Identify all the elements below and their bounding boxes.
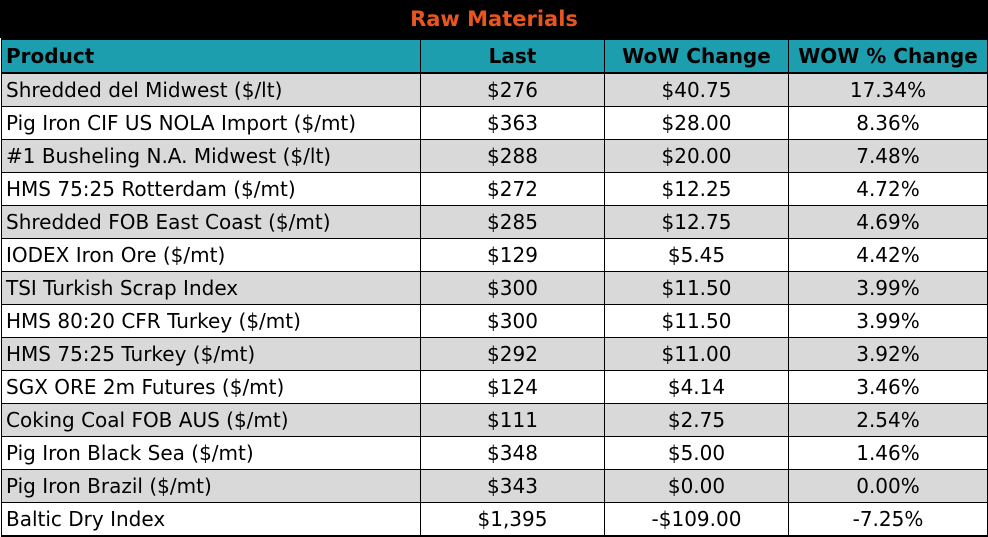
cell-product: IODEX Iron Ore ($/mt) — [1, 238, 421, 272]
cell-product: #1 Busheling N.A. Midwest ($/lt) — [1, 139, 421, 173]
cell-last: $124 — [420, 370, 605, 404]
column-header-product: Product — [1, 38, 421, 74]
cell-wow-change: $11.00 — [604, 337, 789, 371]
cell-product: HMS 75:25 Rotterdam ($/mt) — [1, 172, 421, 206]
cell-wow-percent-change: 1.46% — [788, 436, 988, 470]
cell-product: Pig Iron Brazil ($/mt) — [1, 469, 421, 503]
cell-wow-change: $11.50 — [604, 271, 789, 305]
header-row: Product Last WoW Change WOW % Change — [1, 38, 988, 74]
cell-product: Baltic Dry Index — [1, 502, 421, 537]
table-body: Shredded del Midwest ($/lt) $276 $40.75 17.… — [1, 72, 988, 537]
cell-wow-percent-change: 3.46% — [788, 370, 988, 404]
cell-last: $1,395 — [420, 502, 605, 537]
cell-product: Pig Iron Black Sea ($/mt) — [1, 436, 421, 470]
cell-wow-change: $11.50 — [604, 304, 789, 338]
cell-last: $343 — [420, 469, 605, 503]
cell-wow-change: $0.00 — [604, 469, 789, 503]
cell-wow-change: $28.00 — [604, 106, 789, 140]
cell-wow-change: $4.14 — [604, 370, 789, 404]
table-title: Raw Materials — [0, 0, 988, 38]
cell-last: $285 — [420, 205, 605, 239]
table-row: Shredded FOB East Coast ($/mt) $285 $12.75… — [1, 205, 988, 239]
cell-wow-change: $12.25 — [604, 172, 789, 206]
cell-wow-percent-change: 0.00% — [788, 469, 988, 503]
column-header-wow-percent-change: WOW % Change — [788, 38, 988, 74]
table-row: #1 Busheling N.A. Midwest ($/lt) $288 $20.… — [1, 139, 988, 173]
cell-wow-change: $5.45 — [604, 238, 789, 272]
cell-wow-percent-change: 17.34% — [788, 72, 988, 107]
table-row: Baltic Dry Index $1,395 -$109.00 -7.25% — [1, 502, 988, 537]
table-row: IODEX Iron Ore ($/mt) $129 $5.45 4.42% — [1, 238, 988, 272]
cell-wow-percent-change: 4.42% — [788, 238, 988, 272]
cell-last: $300 — [420, 304, 605, 338]
table-row: Pig Iron Brazil ($/mt) $343 $0.00 0.00% — [1, 469, 988, 503]
table-row: Shredded del Midwest ($/lt) $276 $40.75 17.… — [1, 72, 988, 107]
cell-last: $129 — [420, 238, 605, 272]
cell-product: Shredded del Midwest ($/lt) — [1, 72, 421, 107]
table-row: SGX ORE 2m Futures ($/mt) $124 $4.14 3.46% — [1, 370, 988, 404]
cell-wow-percent-change: 2.54% — [788, 403, 988, 437]
cell-wow-percent-change: 7.48% — [788, 139, 988, 173]
cell-product: TSI Turkish Scrap Index — [1, 271, 421, 305]
table-row: Pig Iron Black Sea ($/mt) $348 $5.00 1.46% — [1, 436, 988, 470]
cell-wow-percent-change: 4.72% — [788, 172, 988, 206]
cell-wow-percent-change: 4.69% — [788, 205, 988, 239]
cell-product: HMS 75:25 Turkey ($/mt) — [1, 337, 421, 371]
cell-product: Shredded FOB East Coast ($/mt) — [1, 205, 421, 239]
cell-last: $363 — [420, 106, 605, 140]
cell-wow-change: $5.00 — [604, 436, 789, 470]
cell-wow-percent-change: 8.36% — [788, 106, 988, 140]
table-row: Pig Iron CIF US NOLA Import ($/mt) $363 $2… — [1, 106, 988, 140]
cell-wow-percent-change: 3.99% — [788, 304, 988, 338]
cell-last: $276 — [420, 72, 605, 107]
cell-last: $111 — [420, 403, 605, 437]
cell-wow-change: -$109.00 — [604, 502, 789, 537]
cell-last: $272 — [420, 172, 605, 206]
cell-last: $292 — [420, 337, 605, 371]
cell-wow-percent-change: 3.92% — [788, 337, 988, 371]
table-row: HMS 80:20 CFR Turkey ($/mt) $300 $11.50 3.9… — [1, 304, 988, 338]
cell-wow-percent-change: 3.99% — [788, 271, 988, 305]
cell-wow-change: $2.75 — [604, 403, 789, 437]
cell-product: Coking Coal FOB AUS ($/mt) — [1, 403, 421, 437]
column-header-last: Last — [420, 38, 605, 74]
table-row: TSI Turkish Scrap Index $300 $11.50 3.99% — [1, 271, 988, 305]
cell-product: Pig Iron CIF US NOLA Import ($/mt) — [1, 106, 421, 140]
raw-materials-table: Product Last WoW Change WOW % Change Shr… — [1, 38, 988, 537]
table-row: Coking Coal FOB AUS ($/mt) $111 $2.75 2.54% — [1, 403, 988, 437]
column-header-wow-change: WoW Change — [604, 38, 789, 74]
cell-wow-percent-change: -7.25% — [788, 502, 988, 537]
cell-product: SGX ORE 2m Futures ($/mt) — [1, 370, 421, 404]
table-row: HMS 75:25 Rotterdam ($/mt) $272 $12.25 4.72… — [1, 172, 988, 206]
cell-wow-change: $12.75 — [604, 205, 789, 239]
cell-wow-change: $20.00 — [604, 139, 789, 173]
cell-last: $348 — [420, 436, 605, 470]
cell-product: HMS 80:20 CFR Turkey ($/mt) — [1, 304, 421, 338]
cell-wow-change: $40.75 — [604, 72, 789, 107]
cell-last: $288 — [420, 139, 605, 173]
cell-last: $300 — [420, 271, 605, 305]
table-row: HMS 75:25 Turkey ($/mt) $292 $11.00 3.92% — [1, 337, 988, 371]
